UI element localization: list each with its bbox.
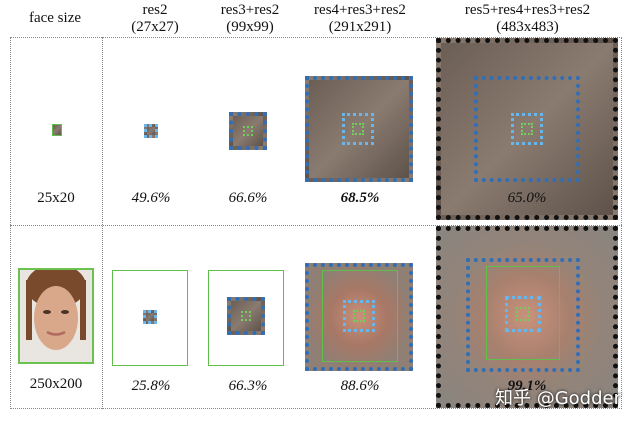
rf-res5-row1-mid [511,113,543,145]
header-res4-size: (291x291) [328,19,392,35]
header-res2: res2 (27x27) [115,2,195,36]
header-res5: res5+res4+res3+res2 (483x483) [435,2,620,36]
rf-res5-row1 [436,38,618,220]
header-res5-size: (483x483) [496,19,559,35]
face-box-res4-row2 [322,270,398,362]
rf-res5-row1-outer [474,76,580,182]
header-res4: res4+res3+res2 (291x291) [295,2,425,36]
face-thumbnail-large [18,268,94,364]
accuracy-res5-row1: 65.0% [507,190,547,206]
rf-res4-row2-mid [343,300,375,332]
face-thumbnail-small [52,124,62,136]
rf-res3-row2 [227,297,265,335]
header-res2-name: res2 [142,2,168,18]
header-res3: res3+res2 (99x99) [200,2,300,36]
accuracy-res2-row2: 25.8% [131,378,171,394]
rf-res4-row1 [305,76,413,182]
face-photo-icon [26,270,86,350]
rf-res5-row2-mid [505,296,541,332]
rf-res3-row1-inner [243,126,253,136]
figure-frame [10,37,622,409]
rf-res3-row1 [229,112,267,150]
rf-res5-row2-outer [466,258,580,372]
header-res4-name: res4+res3+res2 [314,2,406,18]
accuracy-res5-row2: 99.1% [507,378,547,394]
face-box-res3-row2 [208,270,284,366]
column-divider [102,37,103,409]
accuracy-res3-row1: 66.6% [228,190,268,206]
header-res3-size: (99x99) [226,19,274,35]
header-res5-name: res5+res4+res3+res2 [464,2,591,18]
face-box-res2-row2 [112,270,188,366]
header-face-size: face size [10,10,100,27]
row-divider [10,225,622,226]
accuracy-res3-row2: 66.3% [228,378,268,394]
rf-res4-row2 [305,263,413,371]
face-size-large-label: 250x200 [29,376,83,392]
rf-res4-row1-mid [342,113,374,145]
rf-res2-row1 [144,124,158,138]
face-box-res5-row2 [486,266,560,360]
rf-res3-row2-inner [241,311,251,321]
rf-res4-row1-inner [352,123,364,135]
accuracy-res2-row1: 49.6% [131,190,171,206]
accuracy-res4-row1: 68.5% [340,190,380,206]
rf-res4-row2-inner [353,310,365,322]
accuracy-res4-row2: 88.6% [340,378,380,394]
header-res2-size: (27x27) [131,19,179,35]
rf-res2-row2 [143,310,157,324]
rf-res5-row2-inner [516,307,530,321]
watermark: 知乎 @Godder [495,388,622,409]
header-res3-name: res3+res2 [220,2,280,18]
face-size-small-label: 25x20 [37,190,75,206]
rf-res5-row1-inner [521,123,533,135]
header-face-size-label: face size [28,10,82,26]
